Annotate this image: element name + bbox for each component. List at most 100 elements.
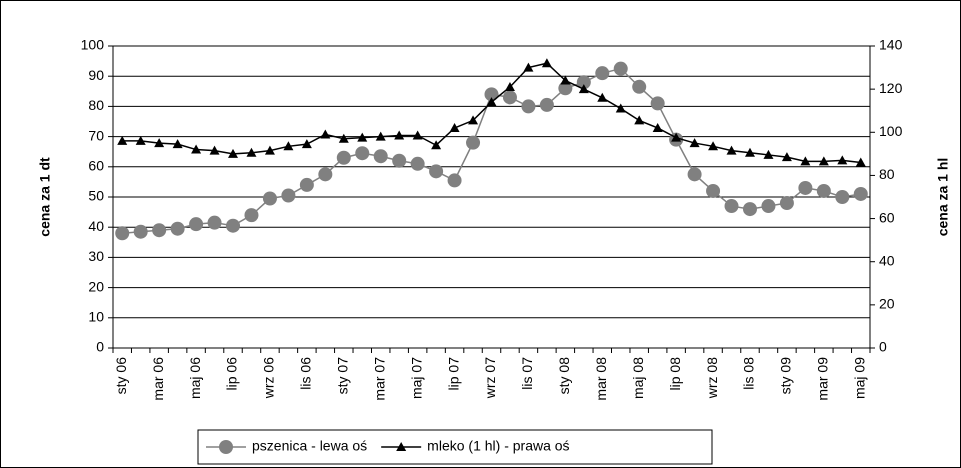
y2-tick-label: 20 xyxy=(879,296,895,312)
y-tick-label: 90 xyxy=(88,67,104,83)
point xyxy=(375,131,386,141)
x-tick-label: lis 08 xyxy=(741,357,757,390)
point xyxy=(706,183,721,198)
point xyxy=(504,81,515,91)
y-tick-label: 80 xyxy=(88,97,104,113)
x-tick-label: mar 09 xyxy=(815,357,831,401)
point xyxy=(244,208,259,223)
y-tick-label: 20 xyxy=(88,278,104,294)
x-tick-label: maj 06 xyxy=(187,357,203,399)
point xyxy=(281,188,296,203)
point xyxy=(558,81,573,96)
point xyxy=(355,146,370,161)
y-tick-label: 40 xyxy=(88,218,104,234)
y-tick-label: 0 xyxy=(96,339,104,355)
y2-tick-label: 40 xyxy=(879,252,895,268)
y-tick-label: 10 xyxy=(88,309,104,325)
point xyxy=(708,141,719,151)
point xyxy=(578,84,589,94)
point xyxy=(447,173,462,188)
y2-tick-label: 140 xyxy=(879,37,903,53)
point xyxy=(468,115,479,125)
point xyxy=(246,147,257,157)
point xyxy=(283,141,294,151)
x-tick-label: wrz 07 xyxy=(482,357,498,399)
x-tick-label: maj 08 xyxy=(630,357,646,399)
point xyxy=(798,180,813,195)
point xyxy=(396,442,407,451)
point xyxy=(357,132,368,142)
point xyxy=(152,223,167,238)
point xyxy=(781,152,792,162)
point xyxy=(597,92,608,102)
point xyxy=(264,145,275,155)
y-tick-label: 100 xyxy=(81,37,105,53)
point xyxy=(523,62,534,72)
point xyxy=(170,221,185,236)
point xyxy=(318,167,333,182)
point xyxy=(671,132,682,142)
x-tick-label: mar 06 xyxy=(150,357,166,401)
point xyxy=(115,226,130,241)
point xyxy=(172,139,183,149)
y-axis-title: cena za 1 dt xyxy=(37,157,53,237)
point xyxy=(410,156,425,171)
point xyxy=(299,177,314,192)
y2-tick-label: 120 xyxy=(879,80,903,96)
point xyxy=(191,144,202,154)
point xyxy=(837,155,848,165)
point xyxy=(135,135,146,145)
point xyxy=(502,90,517,105)
point xyxy=(117,135,128,145)
point xyxy=(521,99,536,114)
point xyxy=(613,61,628,76)
point xyxy=(133,224,148,239)
point xyxy=(853,186,868,201)
point xyxy=(209,145,220,155)
point xyxy=(336,150,351,165)
x-tick-label: lis 07 xyxy=(519,357,535,390)
point xyxy=(262,191,277,206)
point xyxy=(818,156,829,166)
x-tick-label: wrz 08 xyxy=(704,357,720,399)
x-tick-label: sty 08 xyxy=(556,357,572,395)
legend-label: pszenica - lewa oś xyxy=(252,438,367,454)
point xyxy=(615,103,626,113)
point xyxy=(338,133,349,143)
point xyxy=(301,139,312,149)
x-tick-label: lis 06 xyxy=(298,357,314,390)
point xyxy=(207,215,222,230)
point xyxy=(726,145,737,155)
point xyxy=(219,440,233,454)
point xyxy=(632,79,647,94)
point xyxy=(724,199,739,214)
y2-tick-label: 0 xyxy=(879,339,887,355)
point xyxy=(816,183,831,198)
x-tick-label: lip 08 xyxy=(667,357,683,391)
point xyxy=(412,130,423,140)
point xyxy=(373,149,388,164)
point xyxy=(763,149,774,159)
point xyxy=(189,217,204,232)
point xyxy=(394,130,405,140)
x-tick-label: maj 09 xyxy=(851,357,867,399)
point xyxy=(484,87,499,102)
point xyxy=(226,218,241,233)
x-tick-label: mar 07 xyxy=(371,357,387,401)
point xyxy=(466,135,481,150)
point xyxy=(392,153,407,168)
point xyxy=(687,167,702,182)
plot-area xyxy=(112,45,871,349)
point xyxy=(154,138,165,148)
x-tick-label: wrz 06 xyxy=(261,357,277,399)
point xyxy=(486,97,497,107)
x-tick-label: maj 07 xyxy=(408,357,424,399)
y-tick-label: 60 xyxy=(88,158,104,174)
y2-axis-title: cena za 1 hl xyxy=(935,158,951,237)
point xyxy=(855,157,866,167)
y2-tick-label: 80 xyxy=(879,166,895,182)
point xyxy=(761,199,776,214)
point xyxy=(652,122,663,132)
y-tick-label: 30 xyxy=(88,248,104,264)
